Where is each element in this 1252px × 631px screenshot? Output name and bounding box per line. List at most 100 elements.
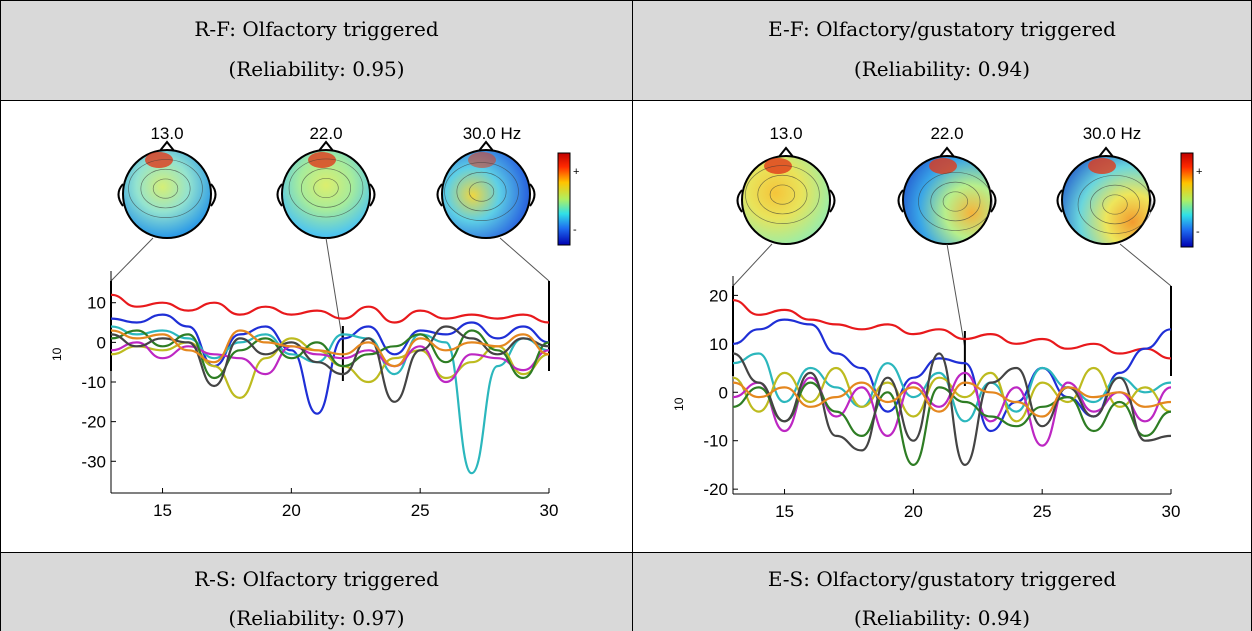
series-line-2 — [111, 313, 549, 415]
header-ef-reliability: (Reliability: 0.94) — [853, 57, 1031, 81]
colorbar-minus-label: - — [1196, 226, 1200, 238]
marker-connector-1 — [110, 237, 154, 282]
table-row-divider-1 — [0, 100, 1252, 101]
series-line-8 — [733, 381, 1171, 418]
freq-label-1: 13.0 — [769, 124, 802, 143]
freq-label-2: 22.0 — [309, 124, 342, 143]
series-line-7 — [733, 352, 1171, 466]
series-line-8 — [111, 329, 549, 368]
header-es-reliability: (Reliability: 0.94) — [853, 606, 1031, 630]
series-line-7 — [111, 325, 549, 403]
header-es: E-S: Olfactory/gustatory triggered (Reli… — [633, 553, 1251, 631]
head-hotspot — [1088, 158, 1116, 174]
header-rf-title: R-F: Olfactory triggered — [194, 17, 439, 41]
head-contour — [140, 168, 191, 209]
x-tick-label: 25 — [411, 501, 430, 520]
y-tick-label: 20 — [709, 286, 728, 305]
head-contour — [1077, 175, 1153, 234]
series-group — [733, 299, 1171, 466]
x-tick-label: 30 — [1162, 502, 1181, 521]
x-tick-label: 20 — [282, 501, 301, 520]
head-hotspot — [929, 158, 957, 174]
y-tick-label: 0 — [719, 383, 728, 402]
colorbar-plus-label: + — [573, 166, 579, 178]
head-ear-right — [369, 183, 376, 207]
head-contour — [152, 178, 179, 199]
head-ear-left — [117, 183, 124, 207]
header-ef-title: E-F: Olfactory/gustatory triggered — [768, 17, 1116, 41]
freq-label-3: 30.0 Hz — [463, 124, 522, 143]
head-ear-right — [990, 189, 997, 213]
head-ear-right — [829, 189, 836, 213]
x-tick-label: 25 — [1033, 502, 1052, 521]
head-outline — [122, 149, 212, 239]
marker-connector-1 — [732, 243, 773, 287]
y-axis-label: 10 — [50, 347, 64, 361]
head-ear-left — [276, 183, 283, 207]
colorbar-plus-label: + — [1196, 166, 1202, 178]
y-tick-label: 0 — [97, 333, 106, 352]
header-rs: R-S: Olfactory triggered (Reliability: 0… — [1, 553, 632, 631]
head-map-3 — [1056, 146, 1156, 245]
head-hotspot — [468, 152, 496, 168]
y-tick-label: -10 — [703, 432, 728, 451]
header-ef: E-F: Olfactory/gustatory triggered (Reli… — [633, 1, 1251, 100]
series-line-5 — [733, 371, 1171, 447]
y-tick-label: -30 — [81, 452, 106, 471]
header-rf: R-F: Olfactory triggered (Reliability: 0… — [1, 1, 632, 100]
x-tick-label: 20 — [904, 502, 923, 521]
head-contour — [745, 165, 820, 224]
head-outline — [441, 149, 531, 239]
head-ear-right — [210, 183, 217, 207]
head-ear-left — [436, 183, 443, 207]
y-tick-label: 10 — [87, 294, 106, 313]
head-contour — [769, 184, 796, 205]
head-contour — [757, 174, 808, 215]
x-tick-label: 15 — [775, 502, 794, 521]
header-rs-reliability: (Reliability: 0.97) — [228, 606, 405, 630]
series-line-1 — [111, 293, 549, 324]
head-map-1 — [117, 140, 217, 239]
freq-label-3: 30.0 Hz — [1083, 124, 1142, 143]
head-contour — [313, 177, 339, 199]
marker-connector-2 — [325, 237, 344, 344]
head-contour — [1090, 184, 1140, 225]
head-ear-right — [529, 183, 536, 207]
series-line-1 — [733, 299, 1171, 360]
y-axis-label: 10 — [672, 397, 686, 411]
head-contour — [128, 159, 203, 218]
head-contour — [930, 181, 981, 222]
head-ear-left — [897, 189, 904, 213]
head-outline — [1061, 155, 1151, 245]
colorbar — [557, 152, 571, 246]
head-outline — [741, 155, 831, 245]
series-group — [111, 293, 549, 475]
header-rf-reliability: (Reliability: 0.95) — [228, 57, 405, 81]
y-tick-label: -20 — [81, 413, 106, 432]
head-map-2 — [276, 140, 376, 239]
head-map-1 — [736, 146, 836, 245]
table-border-top — [0, 0, 1252, 1]
freq-label-1: 13.0 — [150, 124, 183, 143]
header-es-title: E-S: Olfactory/gustatory triggered — [767, 567, 1117, 591]
marker-connector-3 — [1119, 243, 1172, 287]
x-tick-label: 15 — [153, 501, 172, 520]
y-tick-label: -20 — [703, 480, 728, 499]
marker-connector-3 — [499, 237, 550, 282]
marker-connector-2 — [946, 243, 966, 349]
table-border-left — [0, 0, 1, 631]
y-tick-label: 10 — [709, 335, 728, 354]
head-contour — [468, 181, 495, 202]
series-line-6 — [733, 381, 1171, 466]
head-map-3 — [436, 140, 536, 239]
head-ear-left — [736, 189, 743, 213]
head-contour — [444, 162, 519, 221]
x-tick-label: 30 — [540, 501, 559, 520]
freq-label-2: 22.0 — [930, 124, 963, 143]
table-col-divider — [632, 0, 633, 631]
head-map-2 — [897, 146, 997, 245]
table-row-divider-2 — [0, 552, 1252, 553]
